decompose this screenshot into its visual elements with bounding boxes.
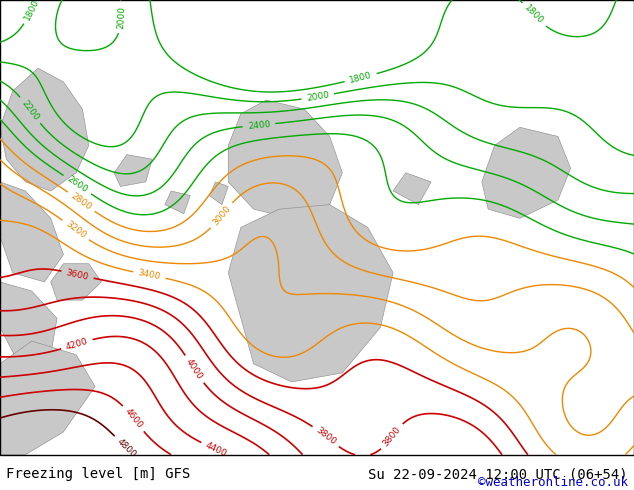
Text: 3800: 3800: [381, 425, 403, 448]
Text: 4800: 4800: [115, 437, 138, 459]
Polygon shape: [393, 173, 431, 205]
Polygon shape: [51, 264, 101, 300]
Polygon shape: [165, 191, 190, 214]
Text: 1800: 1800: [23, 0, 41, 22]
Text: 3400: 3400: [138, 269, 162, 282]
Text: 2600: 2600: [65, 174, 89, 195]
Text: 2000: 2000: [306, 90, 330, 103]
Text: 2400: 2400: [247, 120, 271, 131]
Text: 3000: 3000: [210, 204, 233, 227]
Text: 1800: 1800: [522, 3, 545, 26]
Text: 4000: 4000: [184, 357, 204, 381]
Text: 3200: 3200: [63, 220, 87, 241]
Text: 2200: 2200: [20, 98, 41, 122]
Text: 4400: 4400: [204, 441, 228, 459]
Text: 2000: 2000: [117, 5, 127, 29]
Text: 1800: 1800: [349, 71, 373, 85]
Polygon shape: [228, 205, 393, 382]
Polygon shape: [114, 155, 152, 186]
Polygon shape: [0, 341, 95, 455]
Text: ©weatheronline.co.uk: ©weatheronline.co.uk: [477, 476, 628, 490]
Text: Su 22-09-2024 12:00 UTC (06+54): Su 22-09-2024 12:00 UTC (06+54): [368, 467, 628, 481]
Text: 4600: 4600: [123, 407, 144, 430]
Text: Freezing level [m] GFS: Freezing level [m] GFS: [6, 467, 191, 481]
Polygon shape: [482, 127, 571, 218]
Text: 4200: 4200: [65, 337, 89, 352]
Polygon shape: [0, 282, 57, 364]
Polygon shape: [0, 182, 63, 282]
Polygon shape: [228, 100, 342, 218]
Polygon shape: [0, 68, 89, 191]
Polygon shape: [209, 182, 228, 205]
Text: 3800: 3800: [314, 426, 338, 447]
Text: 2800: 2800: [69, 192, 93, 212]
Text: 3600: 3600: [65, 268, 90, 282]
